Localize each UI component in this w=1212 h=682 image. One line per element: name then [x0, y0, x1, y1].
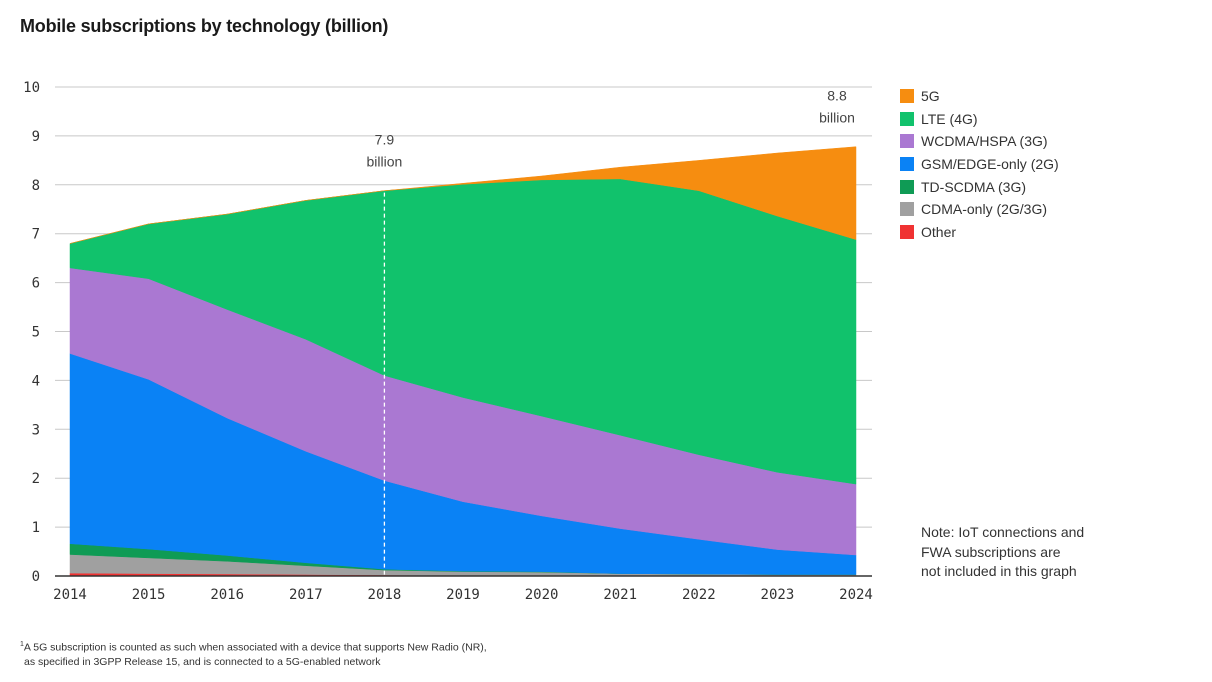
annotation-value-2024: 8.8: [827, 88, 847, 104]
note-line-2: FWA subscriptions are: [921, 543, 1061, 560]
annotations: 7.9 billion 8.8 billion: [366, 88, 855, 576]
x-tick-label-2019: 2019: [446, 587, 480, 603]
legend-label-wcdma-hspa-3g: WCDMA/HSPA (3G): [921, 133, 1048, 150]
note-line-3: not included in this graph: [921, 563, 1077, 579]
legend-swatch-cdma-only-2g-3g: [900, 202, 914, 217]
chart-title: Mobile subscriptions by technology (bill…: [20, 16, 389, 36]
y-tick-label-10: 10: [23, 80, 40, 96]
footnote: 1A 5G subscription is counted as such wh…: [20, 638, 487, 669]
legend-swatch-gsm-edge-only-2g: [900, 157, 914, 172]
y-tick-label-0: 0: [32, 569, 40, 585]
legend-swatch-lte-4g: [900, 111, 914, 126]
series-areas: [69, 146, 857, 577]
legend-label-5g: 5G: [921, 88, 940, 105]
x-tick-label-2015: 2015: [132, 587, 166, 603]
legend-swatch-other: [900, 224, 914, 239]
x-tick-label-2014: 2014: [53, 587, 87, 603]
legend-item-lte-4g: LTE (4G): [900, 108, 1059, 131]
legend-label-cdma-only-2g-3g: CDMA-only (2G/3G): [921, 201, 1048, 218]
y-tick-label-1: 1: [32, 520, 40, 536]
footnote-text-2: as specified in 3GPP Release 15, and is …: [24, 655, 381, 668]
y-tick-label-6: 6: [32, 276, 40, 292]
x-tick-label-2020: 2020: [525, 587, 559, 603]
y-tick-label-3: 3: [32, 422, 40, 438]
annotation-unit-2024: billion: [819, 110, 855, 126]
legend-label-gsm-edge-only-2g: GSM/EDGE-only (2G): [921, 156, 1059, 173]
x-tick-label-2021: 2021: [603, 587, 637, 603]
x-tick-label-2022: 2022: [682, 587, 716, 603]
area-5g: [69, 146, 857, 244]
legend-item-gsm-edge-only-2g: GSM/EDGE-only (2G): [900, 153, 1059, 176]
y-tick-label-7: 7: [32, 227, 40, 243]
legend-item-wcdma-hspa-3g: WCDMA/HSPA (3G): [900, 130, 1059, 153]
annotation-unit-2018: billion: [366, 154, 402, 170]
y-tick-label-2: 2: [32, 471, 40, 487]
legend: 5G LTE (4G) WCDMA/HSPA (3G) GSM/EDGE-only (…: [900, 85, 1059, 243]
legend-label-lte-4g: LTE (4G): [921, 110, 978, 127]
legend-item-cdma-only-2g-3g: CDMA-only (2G/3G): [900, 198, 1059, 221]
x-tick-label-2016: 2016: [210, 587, 244, 603]
footnote-line-2: as specified in 3GPP Release 15, and is …: [20, 655, 487, 669]
footnote-marker: 1: [20, 641, 24, 648]
axes: 0 1 2 3 4 5 6 7 8 9 10 2014 2015 2016 2017 2018 2019 2020…: [23, 80, 873, 603]
x-tick-label-2023: 2023: [761, 587, 795, 603]
legend-swatch-5g: [900, 89, 914, 104]
note: Note: IoT connections and FWA subscripti…: [921, 523, 1084, 582]
legend-swatch-wcdma-hspa-3g: [900, 134, 914, 149]
legend-label-other: Other: [921, 223, 957, 240]
y-tick-label-9: 9: [32, 129, 40, 145]
legend-label-td-scdma-3g: TD-SCDMA (3G): [921, 178, 1026, 195]
legend-item-5g: 5G: [900, 85, 1059, 108]
note-line-1: Note: IoT connections and: [921, 524, 1085, 540]
legend-item-td-scdma-3g: TD-SCDMA (3G): [900, 175, 1059, 198]
annotation-value-2018: 7.9: [375, 132, 395, 148]
x-tick-label-2017: 2017: [289, 587, 323, 603]
footnote-line-1: 1A 5G subscription is counted as such wh…: [20, 638, 487, 655]
x-tick-label-2024: 2024: [839, 587, 873, 603]
y-tick-label-5: 5: [32, 325, 40, 341]
legend-item-other: Other: [900, 221, 1059, 244]
y-tick-label-8: 8: [32, 178, 40, 194]
y-tick-label-4: 4: [32, 373, 40, 389]
legend-swatch-td-scdma-3g: [900, 179, 914, 194]
footnote-text-1: A 5G subscription is counted as such whe…: [23, 641, 487, 654]
x-tick-label-2018: 2018: [368, 587, 402, 603]
